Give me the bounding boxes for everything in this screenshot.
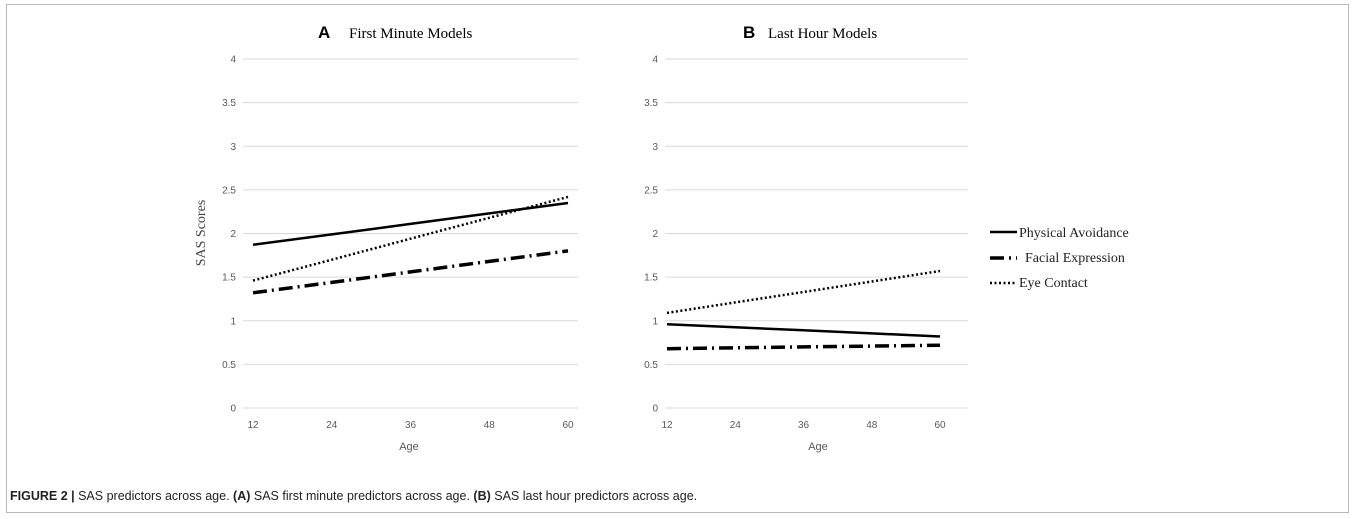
y-tick-label-a-5: 2.5 — [222, 185, 236, 196]
x-tick-label-a-1: 24 — [326, 420, 338, 431]
y-tick-label-b-0: 0 — [652, 404, 658, 415]
y-tick-label-b-3: 1.5 — [644, 273, 658, 284]
x-tick-label-b-2: 36 — [798, 420, 810, 431]
y-tick-label-a-4: 2 — [230, 229, 236, 240]
panel-b-xlabel: Age — [808, 441, 828, 453]
x-tick-label-a-3: 48 — [484, 420, 496, 431]
x-tick-label-a-4: 60 — [562, 420, 574, 431]
y-tick-label-a-7: 3.5 — [222, 98, 236, 109]
series-line-b-facial-expression — [666, 343, 941, 351]
x-tick-label-b-3: 48 — [866, 420, 878, 431]
panel-a-letter: A — [318, 23, 330, 42]
caption-text-2: SAS first minute predictors across age. — [250, 489, 474, 503]
y-tick-label-b-5: 2.5 — [644, 185, 658, 196]
y-tick-label-b-1: 0.5 — [644, 360, 658, 371]
panel-b-title: Last Hour Models — [768, 26, 877, 42]
legend-label-facial-expression: Facial Expression — [1025, 251, 1125, 266]
series-line-a-facial-expression — [252, 249, 569, 295]
panel-a-plot: 0 0.5 1 1.5 2 2.5 3 3.5 4 12 24 36 48 60 — [222, 55, 578, 431]
legend-label-physical-avoidance: Physical Avoidance — [1019, 226, 1129, 241]
figure-caption: FIGURE 2 | SAS predictors across age. (A… — [10, 489, 1340, 503]
panel-b-letter: B — [743, 23, 755, 42]
y-tick-label-a-1: 0.5 — [222, 360, 236, 371]
legend-label-eye-contact: Eye Contact — [1019, 276, 1088, 291]
caption-tag-a: (A) — [233, 489, 251, 503]
x-tick-label-a-2: 36 — [405, 420, 417, 431]
caption-text-3: SAS last hour predictors across age. — [490, 489, 698, 503]
series-line-b-physical-avoidance — [666, 322, 941, 338]
panel-b-plot: 0 0.5 1 1.5 2 2.5 3 3.5 4 12 24 36 48 60 — [644, 55, 968, 431]
caption-text-1: SAS predictors across age. — [74, 489, 234, 503]
y-tick-label-b-2: 1 — [652, 316, 658, 327]
x-tick-label-b-1: 24 — [730, 420, 742, 431]
caption-label: FIGURE 2 | — [10, 489, 75, 503]
y-tick-label-a-0: 0 — [230, 404, 236, 415]
y-tick-label-b-8: 4 — [652, 55, 658, 66]
series-line-a-eye-contact — [252, 195, 569, 282]
x-tick-label-b-0: 12 — [661, 420, 673, 431]
x-tick-label-a-0: 12 — [247, 420, 259, 431]
caption-tag-b: (B) — [473, 489, 491, 503]
figure-frame — [6, 4, 1349, 513]
series-line-b-eye-contact — [666, 269, 941, 315]
legend: Physical Avoidance Facial Expression Eye… — [990, 226, 1129, 291]
y-tick-label-a-2: 1 — [230, 316, 236, 327]
y-tick-label-a-3: 1.5 — [222, 273, 236, 284]
panel-a-title: First Minute Models — [349, 26, 473, 42]
x-tick-label-b-4: 60 — [934, 420, 946, 431]
y-tick-label-b-7: 3.5 — [644, 98, 658, 109]
y-tick-label-b-4: 2 — [652, 229, 658, 240]
y-tick-label-a-6: 3 — [230, 142, 236, 153]
y-tick-label-b-6: 3 — [652, 142, 658, 153]
y-tick-label-a-8: 4 — [230, 55, 236, 66]
y-axis-label: SAS Scores — [194, 200, 209, 267]
panel-a-xlabel: Age — [399, 441, 419, 453]
